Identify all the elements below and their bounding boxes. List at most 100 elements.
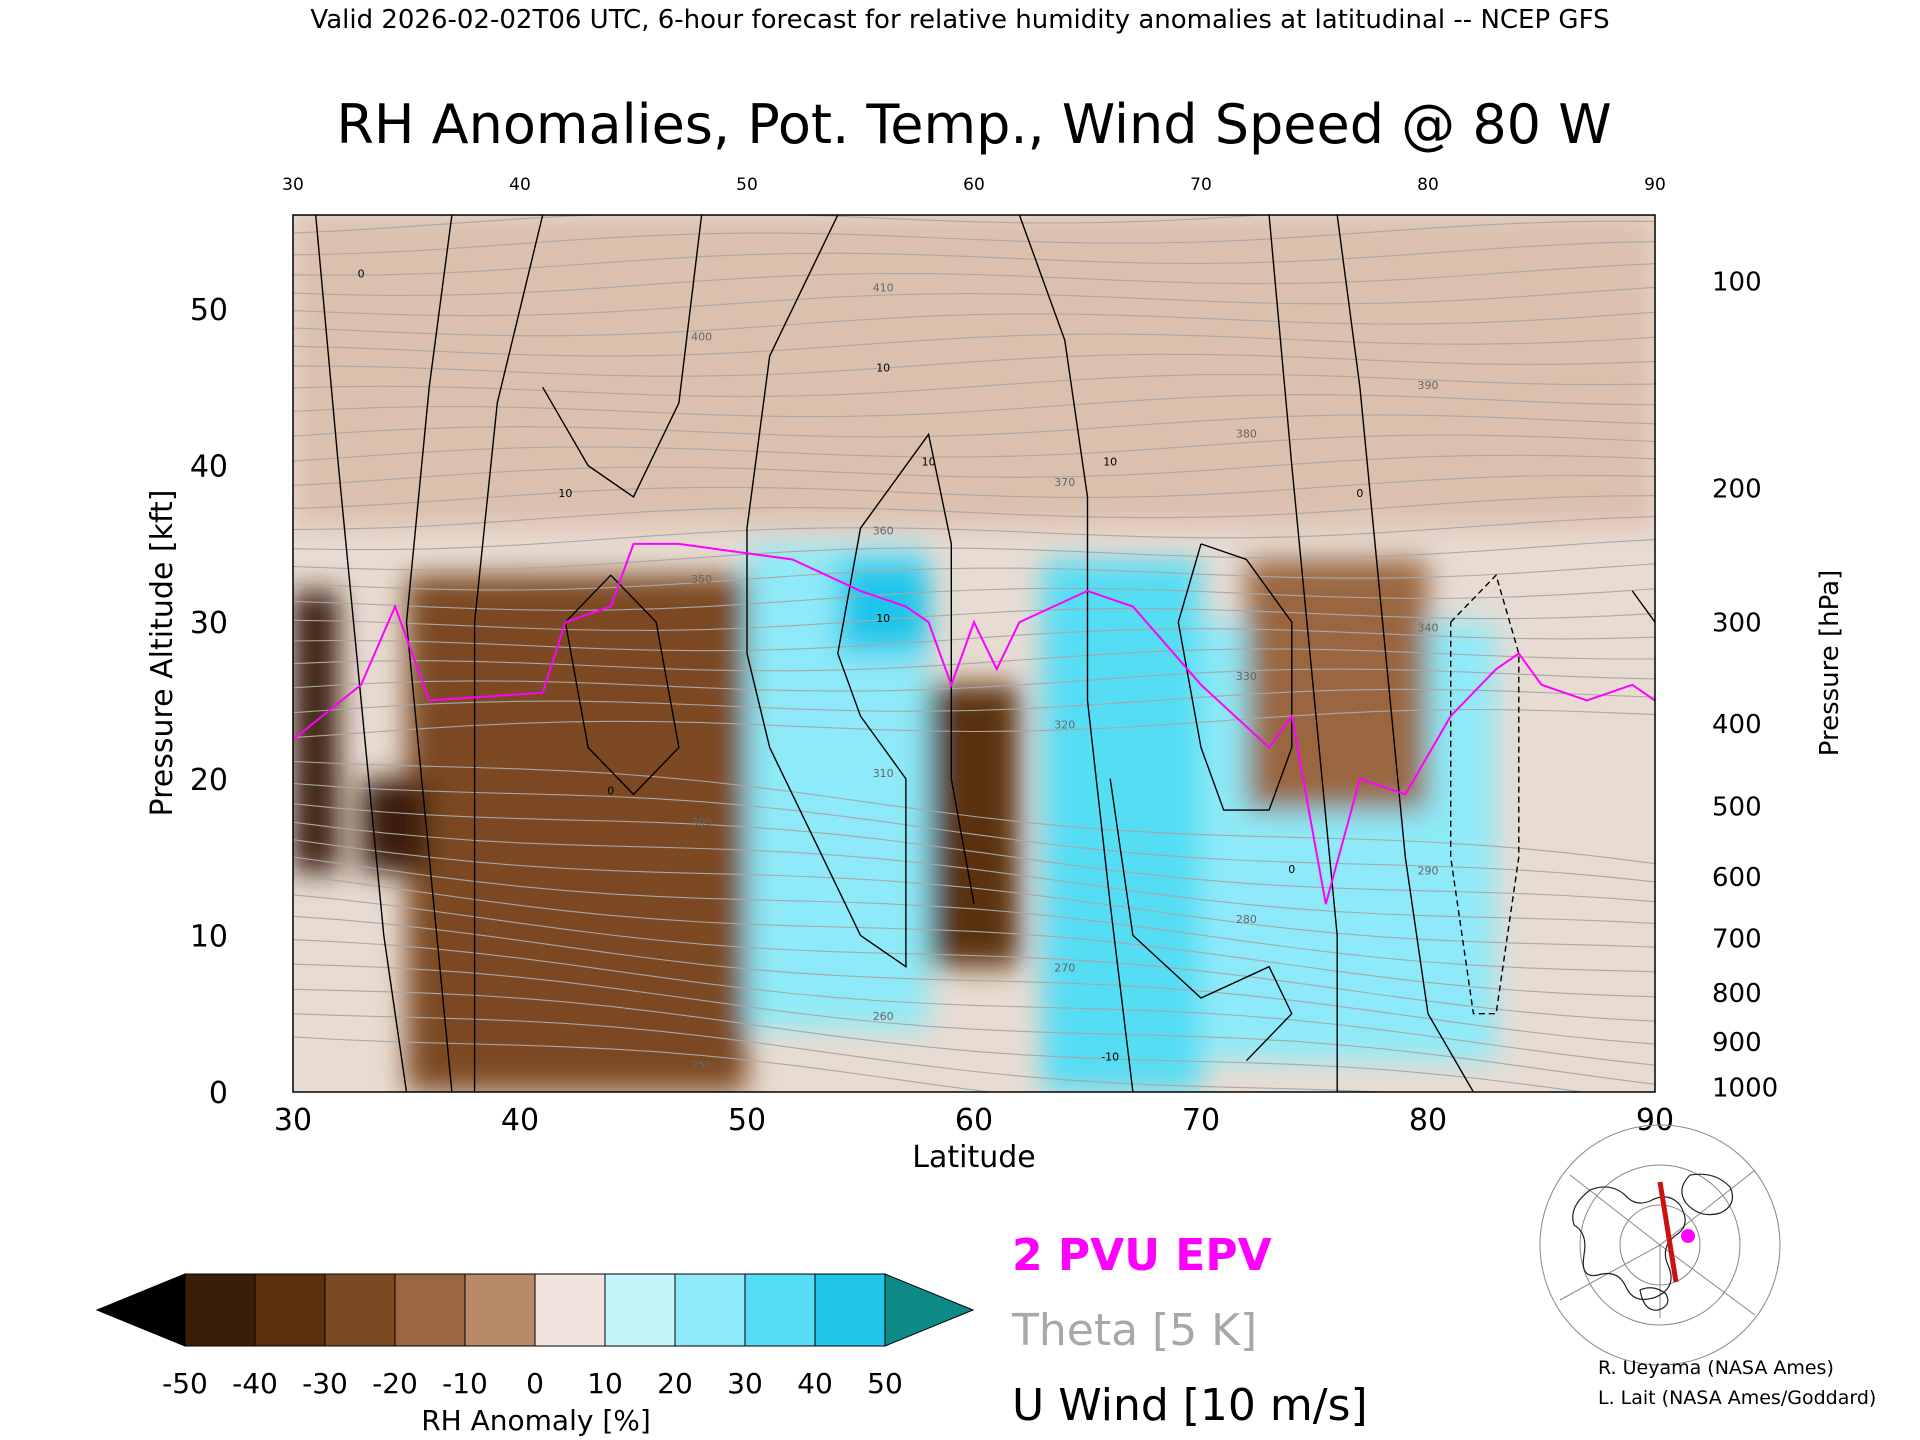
x-tick-label: 40 xyxy=(501,1103,539,1138)
colorbar-tick-label: -50 xyxy=(162,1367,208,1400)
theta-contour-label: 360 xyxy=(873,524,894,537)
theta-contour xyxy=(293,1013,1391,1092)
pressure-tick-label: 200 xyxy=(1712,474,1762,504)
y-tick-label: 30 xyxy=(190,606,228,641)
u-wind-contours: 0 10 10 10 10 10 0 0 0 -10 xyxy=(315,215,1655,1092)
theta-contour-label: 340 xyxy=(1418,622,1439,635)
rh-region-9 xyxy=(361,778,430,873)
x-tick-label: 80 xyxy=(1409,1103,1447,1138)
theta-contour xyxy=(293,563,1655,591)
theta-contour-label: 280 xyxy=(1236,913,1257,926)
x-top-tick-label: 30 xyxy=(282,175,304,195)
theta-contour xyxy=(293,856,1655,973)
pressure-tick-label: 300 xyxy=(1712,608,1762,638)
theta-contour-label: 250 xyxy=(691,1059,712,1072)
y-tick-label: 40 xyxy=(190,450,228,485)
theta-contour-label: 270 xyxy=(1054,961,1075,974)
credits-line-2: L. Lait (NASA Ames/Goddard) xyxy=(1598,1387,1876,1409)
legend-epv: 2 PVU EPV xyxy=(1012,1230,1272,1281)
inset-map-section-line xyxy=(1657,1181,1679,1283)
theta-contour xyxy=(293,474,1655,509)
colorbar-segment xyxy=(744,1273,816,1347)
x-tick-label: 30 xyxy=(274,1103,312,1138)
u-wind-contour-label: 0 xyxy=(1356,487,1363,500)
theta-contour xyxy=(293,839,1655,948)
colorbar-segment xyxy=(604,1273,676,1347)
epv-2pvu-line xyxy=(293,542,1655,905)
pressure-tick-label: 500 xyxy=(1712,793,1762,823)
x-tick-label: 50 xyxy=(728,1103,766,1138)
u-wind-contour-label: 10 xyxy=(876,362,890,375)
y-axis-label: Pressure Altitude [kft] xyxy=(145,490,180,817)
theta-contour xyxy=(293,821,1655,925)
x-top-tick-label: 70 xyxy=(1190,175,1212,195)
u-wind-contour xyxy=(405,215,453,1092)
theta-contour-label: 310 xyxy=(873,767,894,780)
theta-contour-label: 380 xyxy=(1236,427,1257,440)
theta-contour xyxy=(293,939,1655,1066)
colorbar-tick-label: 40 xyxy=(797,1367,833,1400)
theta-contour xyxy=(293,414,1655,438)
u-wind-contour xyxy=(473,215,544,1092)
theta-contour xyxy=(293,454,1655,487)
theta-contour xyxy=(293,516,1655,551)
u-wind-contour-label: 10 xyxy=(922,456,936,469)
theta-contour xyxy=(293,538,1655,571)
theta-contour xyxy=(293,915,1655,1045)
colorbar-segment xyxy=(394,1273,466,1347)
rh-region-1 xyxy=(406,575,747,1092)
u-wind-contour-label: 10 xyxy=(558,487,572,500)
inset-map-coastlines xyxy=(1572,1173,1733,1311)
theta-contour xyxy=(293,803,1655,903)
pressure-tick-label: 900 xyxy=(1712,1028,1762,1058)
theta-contour xyxy=(293,241,1655,276)
rh-region-4 xyxy=(928,684,1020,967)
pressure-tick-label: 800 xyxy=(1712,979,1762,1009)
rh-region-0 xyxy=(293,215,1655,529)
theta-contour xyxy=(293,263,1655,296)
u-wind-contour-label: 0 xyxy=(1288,863,1295,876)
x-top-tick-label: 80 xyxy=(1417,175,1439,195)
theta-contour xyxy=(293,782,1655,883)
u-wind-contour xyxy=(1336,215,1475,1092)
theta-contour xyxy=(293,760,1655,865)
theta-contour xyxy=(293,373,1655,398)
u-wind-contour-label: 10 xyxy=(1103,456,1117,469)
theta-contour xyxy=(293,988,1587,1092)
x-axis-bottom: 30 40 50 60 70 80 90 xyxy=(274,1103,1674,1138)
theta-contour xyxy=(293,894,1655,1022)
colorbar-tick-label: -20 xyxy=(372,1367,418,1400)
theta-contour-label: 400 xyxy=(691,330,712,343)
colorbar-segment xyxy=(254,1273,326,1347)
theta-contour-label: 330 xyxy=(1236,670,1257,683)
u-wind-contour-label: 0 xyxy=(607,784,614,797)
theta-contour-label: 410 xyxy=(873,282,894,295)
theta-contour xyxy=(293,311,1655,337)
u-wind-contour-label: -10 xyxy=(1101,1051,1119,1064)
inset-map xyxy=(1539,1124,1781,1366)
colorbar-under-triangle xyxy=(95,1273,186,1347)
u-wind-contour-negative xyxy=(1450,573,1520,1015)
plot-area: 250 260 270 280 290 300 310 320 330 340 350 360 370 3… xyxy=(292,214,1656,1093)
u-wind-contour-label: 0 xyxy=(358,268,365,281)
colorbar-segment xyxy=(674,1273,746,1347)
u-wind-contour xyxy=(1018,215,1134,1092)
x-top-tick-label: 40 xyxy=(509,175,531,195)
colorbar-tick-label: -40 xyxy=(232,1367,278,1400)
y-tick-label: 10 xyxy=(190,919,228,954)
plot-frame xyxy=(292,214,1656,1093)
colorbar-tick-label: -30 xyxy=(302,1367,348,1400)
u-wind-contour xyxy=(1177,543,1293,811)
x-axis-top: 30 40 50 60 70 80 90 xyxy=(282,175,1666,195)
legend-theta: Theta [5 K] xyxy=(1011,1305,1257,1356)
pressure-tick-label: 600 xyxy=(1712,863,1762,893)
theta-contour xyxy=(293,648,1655,672)
u-wind-contour xyxy=(1268,215,1338,1092)
theta-contour xyxy=(293,353,1655,377)
credits-line-1: R. Ueyama (NASA Ames) xyxy=(1598,1357,1834,1379)
theta-contour xyxy=(293,668,1655,692)
theta-contour xyxy=(293,394,1655,418)
u-wind-contour xyxy=(1109,778,1293,1062)
x-axis-label: Latitude xyxy=(912,1140,1035,1175)
